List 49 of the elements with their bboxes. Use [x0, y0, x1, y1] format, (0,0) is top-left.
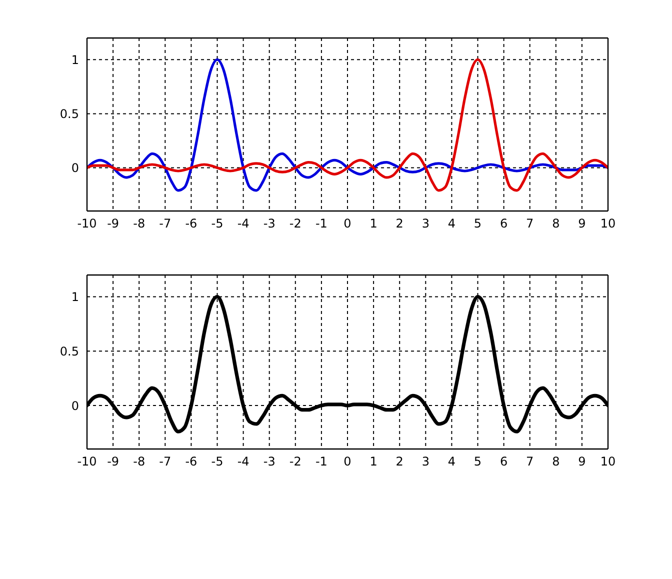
x-tick-label: -7 — [159, 454, 172, 469]
y-tick-label: 0.5 — [60, 344, 79, 358]
x-tick-label: -9 — [107, 454, 120, 469]
x-tick-label: 4 — [448, 454, 456, 469]
x-tick-label: -3 — [263, 454, 276, 469]
x-tick-label: 9 — [578, 454, 586, 469]
x-tick-label: 8 — [552, 454, 560, 469]
x-tick-label: 7 — [526, 216, 534, 231]
x-tick-label: -9 — [107, 216, 120, 231]
x-tick-label: 5 — [474, 216, 482, 231]
x-tick-label: 1 — [370, 454, 378, 469]
x-tick-label: 4 — [448, 216, 456, 231]
x-tick-label: 5 — [474, 454, 482, 469]
x-tick-label: 9 — [578, 216, 586, 231]
x-tick-label: 8 — [552, 216, 560, 231]
y-tick-label: 1 — [71, 52, 79, 67]
x-tick-label: -10 — [77, 216, 97, 231]
x-tick-label: 6 — [500, 216, 508, 231]
x-tick-label: -3 — [263, 216, 276, 231]
x-tick-label: 6 — [500, 454, 508, 469]
x-tick-label: -8 — [133, 454, 146, 469]
line-series — [87, 58, 608, 192]
x-tick-label: -1 — [315, 216, 328, 231]
y-tick-label: 0 — [71, 398, 79, 413]
x-tick-label: -7 — [159, 216, 172, 231]
y-tick-label: 1 — [71, 290, 79, 304]
x-tick-label: -5 — [211, 454, 224, 469]
x-tick-label: -10 — [77, 454, 97, 469]
x-tick-label: 7 — [526, 454, 534, 469]
y-tick-label: 0.5 — [60, 106, 79, 121]
x-tick-label: -8 — [133, 216, 146, 231]
x-tick-label: -6 — [185, 454, 198, 469]
x-tick-label: 10 — [600, 454, 616, 469]
x-tick-label: 0 — [344, 454, 352, 469]
x-tick-label: -6 — [185, 216, 198, 231]
x-tick-label: -5 — [211, 216, 224, 231]
x-tick-label: 1 — [370, 216, 378, 231]
x-tick-label: 2 — [396, 454, 404, 469]
x-tick-label: -1 — [315, 454, 328, 469]
x-tick-label: 10 — [600, 216, 616, 231]
x-tick-label: 3 — [422, 454, 430, 469]
x-tick-label: -2 — [289, 216, 302, 231]
x-tick-label: -4 — [237, 454, 250, 469]
x-tick-label: -4 — [237, 216, 250, 231]
x-tick-label: -2 — [289, 454, 302, 469]
x-tick-label: 3 — [422, 216, 430, 231]
x-tick-label: 0 — [344, 216, 352, 231]
y-tick-label: 0 — [71, 161, 79, 176]
x-tick-label: 2 — [396, 216, 404, 231]
